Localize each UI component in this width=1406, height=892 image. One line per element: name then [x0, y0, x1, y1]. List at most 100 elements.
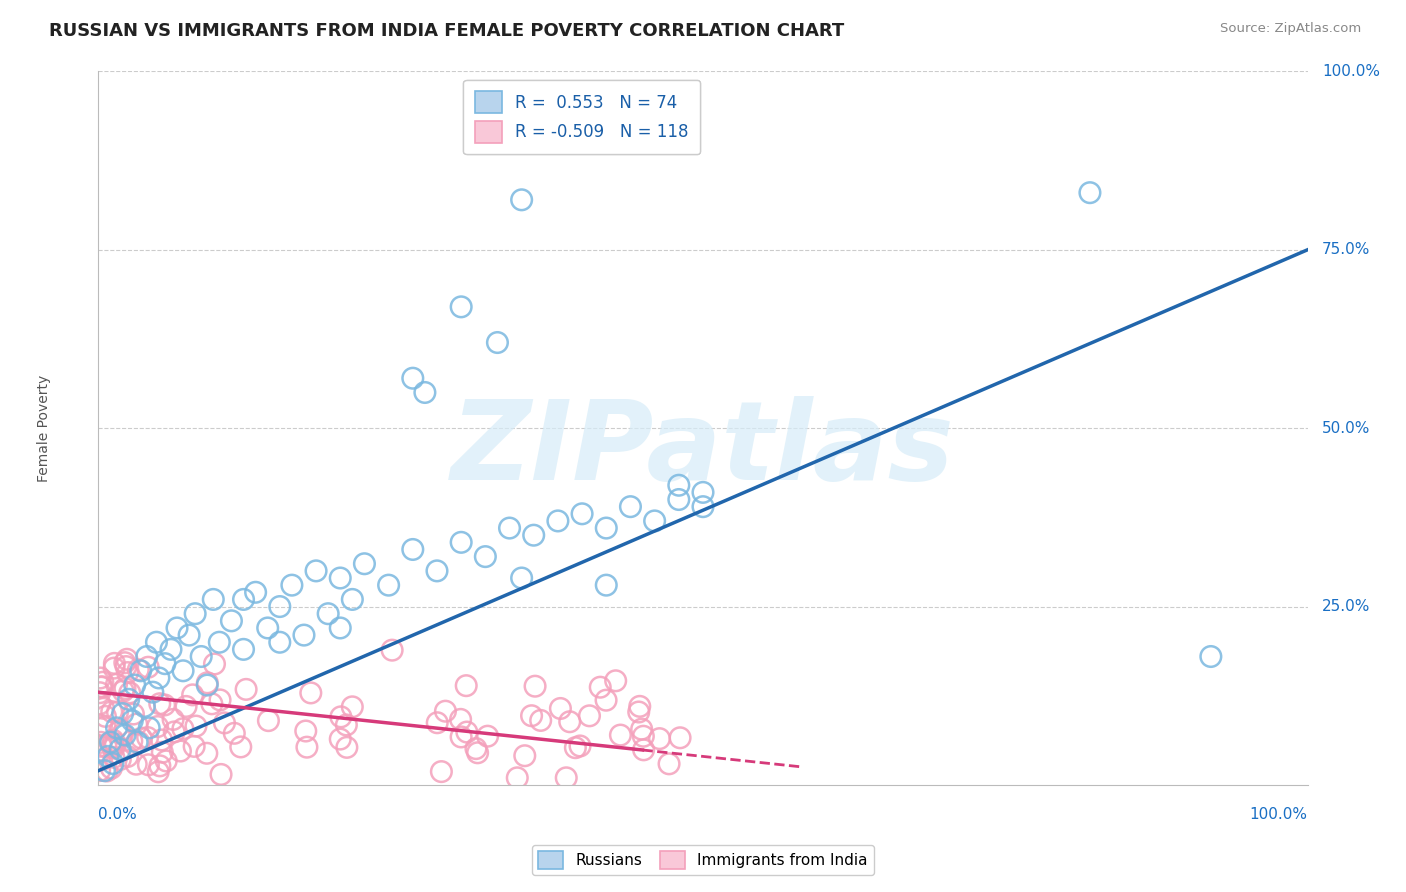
- Point: [232, 642, 254, 657]
- Point: [184, 719, 207, 733]
- Point: [295, 740, 318, 755]
- Point: [111, 706, 134, 721]
- Point: [434, 704, 457, 718]
- Point: [108, 742, 131, 756]
- Point: [426, 715, 449, 730]
- Point: [214, 715, 236, 730]
- Point: [235, 682, 257, 697]
- Point: [232, 592, 254, 607]
- Point: [377, 578, 399, 592]
- Point: [555, 771, 578, 785]
- Point: [329, 621, 352, 635]
- Point: [305, 564, 328, 578]
- Point: [172, 664, 194, 678]
- Point: [465, 741, 488, 756]
- Point: [353, 557, 375, 571]
- Point: [692, 500, 714, 514]
- Point: [181, 688, 204, 702]
- Point: [316, 607, 339, 621]
- Point: [131, 731, 153, 746]
- Point: [569, 739, 592, 753]
- Legend: R =  0.553   N = 74, R = -0.509   N = 118: R = 0.553 N = 74, R = -0.509 N = 118: [464, 79, 700, 154]
- Point: [336, 740, 359, 755]
- Point: [98, 736, 121, 750]
- Point: [103, 740, 125, 755]
- Point: [257, 714, 280, 728]
- Point: [256, 621, 278, 635]
- Point: [91, 675, 114, 690]
- Point: [124, 678, 146, 692]
- Point: [110, 752, 132, 766]
- Point: [668, 492, 690, 507]
- Point: [90, 718, 112, 732]
- Point: [97, 749, 120, 764]
- Point: [103, 657, 125, 671]
- Point: [90, 680, 112, 694]
- Point: [101, 733, 124, 747]
- Point: [668, 478, 690, 492]
- Point: [101, 739, 124, 753]
- Point: [121, 714, 143, 728]
- Point: [245, 585, 267, 599]
- Point: [117, 749, 139, 764]
- Point: [166, 621, 188, 635]
- Point: [190, 649, 212, 664]
- Point: [269, 635, 291, 649]
- Point: [498, 521, 520, 535]
- Point: [96, 764, 118, 778]
- Point: [329, 732, 352, 747]
- Point: [118, 692, 141, 706]
- Point: [150, 745, 173, 759]
- Point: [127, 735, 149, 749]
- Point: [329, 710, 352, 724]
- Point: [281, 578, 304, 592]
- Point: [564, 740, 586, 755]
- Point: [174, 699, 197, 714]
- Point: [195, 746, 218, 760]
- Point: [134, 699, 156, 714]
- Point: [609, 728, 631, 742]
- Point: [121, 734, 143, 748]
- Point: [136, 660, 159, 674]
- Point: [294, 724, 316, 739]
- Point: [595, 693, 617, 707]
- Point: [105, 721, 128, 735]
- Point: [269, 599, 291, 614]
- Point: [155, 754, 177, 768]
- Point: [128, 735, 150, 749]
- Point: [209, 767, 232, 781]
- Point: [162, 713, 184, 727]
- Point: [605, 673, 627, 688]
- Point: [477, 729, 499, 743]
- Point: [89, 686, 111, 700]
- Point: [589, 680, 612, 694]
- Point: [148, 671, 170, 685]
- Point: [648, 731, 671, 746]
- Point: [94, 739, 117, 754]
- Point: [149, 759, 172, 773]
- Point: [513, 748, 536, 763]
- Point: [94, 720, 117, 734]
- Point: [627, 705, 650, 719]
- Point: [486, 335, 509, 350]
- Point: [136, 731, 159, 745]
- Point: [644, 514, 666, 528]
- Point: [125, 717, 148, 731]
- Point: [103, 661, 125, 675]
- Point: [114, 728, 136, 742]
- Point: [150, 733, 173, 747]
- Point: [145, 635, 167, 649]
- Point: [547, 514, 569, 528]
- Point: [101, 756, 124, 771]
- Point: [93, 764, 115, 778]
- Point: [430, 764, 453, 779]
- Point: [114, 656, 136, 670]
- Point: [619, 500, 641, 514]
- Point: [292, 628, 315, 642]
- Point: [114, 681, 136, 696]
- Point: [467, 746, 489, 760]
- Point: [402, 542, 425, 557]
- Point: [104, 737, 127, 751]
- Point: [112, 684, 135, 698]
- Point: [329, 571, 352, 585]
